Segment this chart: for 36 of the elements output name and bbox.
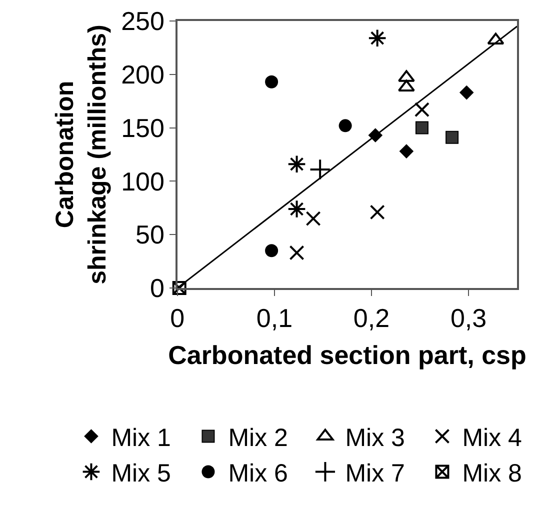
x-tick-label: 0,3 <box>450 302 487 333</box>
legend-label: Mix 6 <box>228 459 288 488</box>
legend-label: Mix 8 <box>462 459 522 488</box>
x-axis-title: Carbonated section part, csp <box>168 340 526 370</box>
point <box>306 211 321 226</box>
point <box>338 119 352 132</box>
y-tick-label: 0 <box>150 273 164 304</box>
y-tick-label: 150 <box>121 112 164 143</box>
point <box>265 75 278 88</box>
x-tick-label: 0,2 <box>353 302 390 333</box>
legend-label: Mix 4 <box>462 424 522 452</box>
point <box>287 154 306 174</box>
point <box>399 144 414 158</box>
point <box>370 204 385 220</box>
point <box>459 85 474 100</box>
y-tick-label: 50 <box>136 220 164 250</box>
y-tick-label: 100 <box>121 166 164 196</box>
point <box>172 281 186 295</box>
point <box>287 200 306 218</box>
x-tick-label: 0,1 <box>256 302 293 333</box>
legend-label: Mix 5 <box>111 459 171 488</box>
point <box>368 28 387 48</box>
legend-label: Mix 2 <box>228 424 288 452</box>
point <box>265 244 278 258</box>
y-tick-label: 200 <box>121 60 164 90</box>
point <box>415 121 428 134</box>
y-axis-title: Carbonation shrinkage (millionths) <box>50 24 112 284</box>
y-tick-label: 250 <box>121 6 164 36</box>
x-tick-label: 0 <box>170 302 185 333</box>
point <box>309 158 331 180</box>
point <box>446 130 459 144</box>
legend-label: Mix 1 <box>111 424 171 452</box>
legend-label: Mix 7 <box>345 459 405 488</box>
point <box>289 245 304 260</box>
point <box>414 102 430 118</box>
legend-label: Mix 3 <box>345 424 405 452</box>
